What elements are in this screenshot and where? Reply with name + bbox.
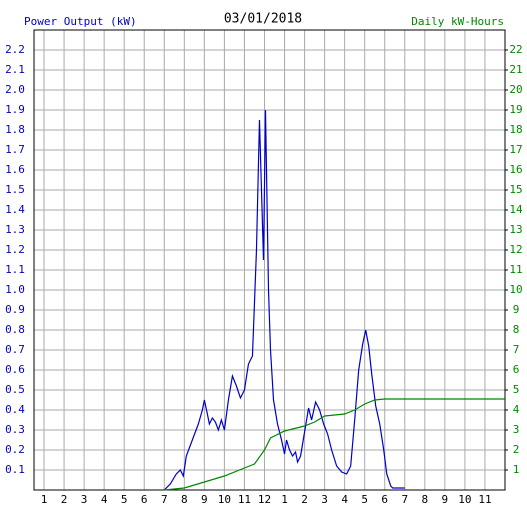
y-tick-label: 1.3 [5, 223, 25, 236]
y2-tick-label: 21 [509, 63, 522, 76]
y2-tick-label: 3 [513, 423, 520, 436]
x-tick-label: 9 [442, 493, 449, 506]
x-tick-label: 3 [81, 493, 88, 506]
y2-tick-label: 8 [513, 323, 520, 336]
x-tick-label: 8 [422, 493, 429, 506]
chart-title: 03/01/2018 [224, 12, 302, 27]
plot-border [33, 29, 506, 491]
x-tick-label: 10 [458, 493, 471, 506]
y-axis-label: Power Output (kW) [24, 15, 137, 28]
y2-tick-label: 19 [509, 103, 522, 116]
y-tick-label: 0.2 [5, 443, 25, 456]
x-tick-label: 12 [258, 493, 271, 506]
x-tick-label: 8 [181, 493, 188, 506]
y2-tick-label: 4 [513, 403, 520, 416]
y2-tick-label: 9 [513, 303, 520, 316]
x-tick-label: 5 [361, 493, 368, 506]
y-tick-label: 2.0 [5, 83, 25, 96]
data-line [164, 398, 505, 491]
y2-tick-label: 22 [509, 43, 522, 56]
x-tick-label: 11 [478, 493, 491, 506]
y-tick-label: 0.4 [5, 403, 25, 416]
y-tick-label: 0.1 [5, 463, 25, 476]
y-tick-label: 1.2 [5, 243, 25, 256]
y2-tick-label: 15 [509, 183, 522, 196]
y2-tick-label: 13 [509, 223, 522, 236]
x-tick-label: 7 [401, 493, 408, 506]
x-tick-label: 3 [321, 493, 328, 506]
y2-axis-label: Daily kW-Hours [411, 15, 504, 28]
x-tick-label: 6 [381, 493, 388, 506]
x-tick-label: 4 [341, 493, 348, 506]
x-tick-label: 5 [121, 493, 128, 506]
x-tick-label: 1 [41, 493, 48, 506]
y-tick-label: 0.3 [5, 423, 25, 436]
y-tick-label: 1.5 [5, 183, 25, 196]
y2-tick-label: 20 [509, 83, 522, 96]
y-tick-label: 0.8 [5, 323, 25, 336]
x-tick-label: 1 [281, 493, 288, 506]
y-tick-label: 1.0 [5, 283, 25, 296]
y2-tick-label: 11 [509, 263, 522, 276]
y2-tick-label: 6 [513, 363, 520, 376]
y-tick-label: 1.1 [5, 263, 25, 276]
y-tick-label: 1.6 [5, 163, 25, 176]
y-tick-label: 0.5 [5, 383, 25, 396]
y-tick-label: 1.4 [5, 203, 25, 216]
y-tick-label: 1.8 [5, 123, 25, 136]
x-tick-label: 7 [161, 493, 168, 506]
data-line [163, 109, 405, 491]
y-tick-label: 0.6 [5, 363, 25, 376]
x-tick-label: 4 [101, 493, 108, 506]
x-tick-label: 10 [218, 493, 231, 506]
y-tick-label: 1.9 [5, 103, 25, 116]
y-tick-label: 1.7 [5, 143, 25, 156]
x-tick-label: 9 [201, 493, 208, 506]
y2-tick-label: 18 [509, 123, 522, 136]
y2-tick-label: 17 [509, 143, 522, 156]
y2-tick-label: 16 [509, 163, 522, 176]
y-tick-label: 2.1 [5, 63, 25, 76]
x-tick-label: 2 [301, 493, 308, 506]
y2-tick-label: 5 [513, 383, 520, 396]
y2-tick-label: 14 [509, 203, 523, 216]
y-tick-label: 2.2 [5, 43, 25, 56]
x-tick-label: 2 [61, 493, 68, 506]
y2-tick-label: 7 [513, 343, 520, 356]
x-tick-label: 6 [141, 493, 148, 506]
x-tick-label: 11 [238, 493, 251, 506]
y2-tick-label: 12 [509, 243, 522, 256]
y2-tick-label: 1 [513, 463, 520, 476]
y2-tick-label: 10 [509, 283, 522, 296]
y2-tick-label: 2 [513, 443, 520, 456]
y-tick-label: 0.9 [5, 303, 25, 316]
y-tick-label: 0.7 [5, 343, 25, 356]
